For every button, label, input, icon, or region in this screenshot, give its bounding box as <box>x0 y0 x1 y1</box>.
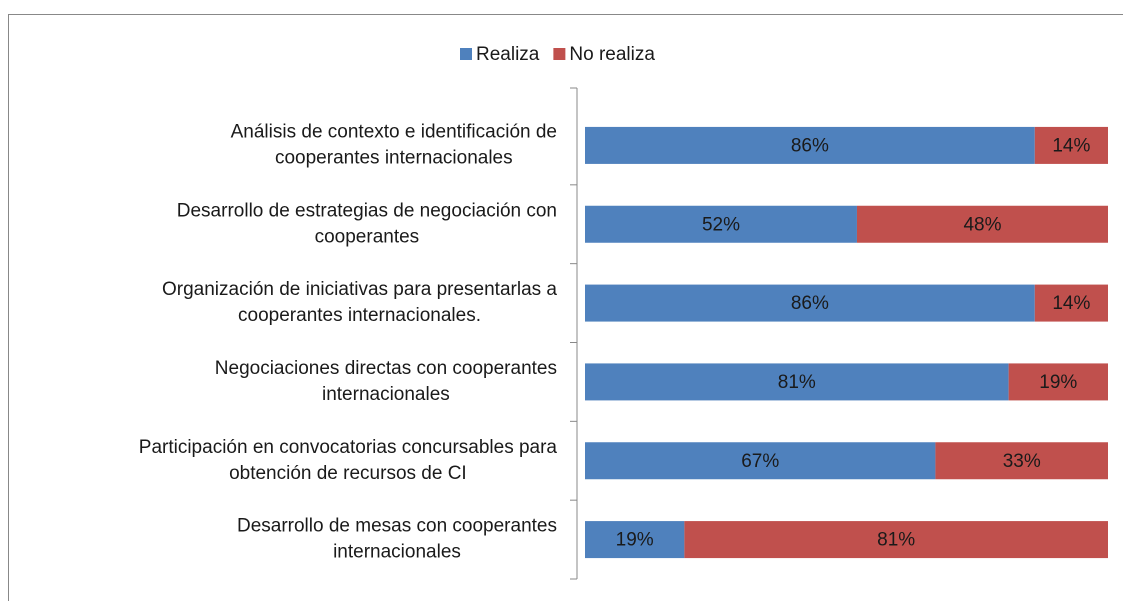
value-label: 86% <box>791 293 829 314</box>
bar-segment <box>684 521 1108 559</box>
bar-segment <box>585 205 857 243</box>
value-label: 19% <box>1039 372 1077 393</box>
category-label: internacionales <box>333 542 461 563</box>
category-label: cooperantes <box>315 226 420 247</box>
value-label: 52% <box>702 214 740 235</box>
value-label: 14% <box>1052 135 1090 156</box>
category-label: internacionales <box>322 384 450 405</box>
value-label: 81% <box>778 372 816 393</box>
bar-segment <box>585 126 1035 164</box>
value-label: 67% <box>741 451 779 472</box>
category-label: Análisis de contexto e identificación de <box>231 121 557 142</box>
value-label: 81% <box>877 530 915 551</box>
category-label: Participación en convocatorias concursab… <box>139 437 558 458</box>
legend-label: Realiza <box>476 44 540 65</box>
category-label: cooperantes internacionales. <box>238 305 481 326</box>
legend-swatch <box>553 48 566 60</box>
category-label: cooperantes internacionales <box>275 147 513 168</box>
bar-segment <box>585 521 685 559</box>
bar-segment <box>585 363 1009 401</box>
bar-segment <box>856 205 1108 243</box>
legend-swatch <box>460 48 472 60</box>
category-label: Negociaciones directas con cooperantes <box>215 358 557 379</box>
category-label: obtención de recursos de CI <box>229 463 467 484</box>
category-label: Organización de iniciativas para present… <box>162 279 557 300</box>
bar-segment <box>1034 284 1108 322</box>
legend-label: No realiza <box>569 44 655 65</box>
bar-segment <box>1034 126 1108 164</box>
bar-segment <box>935 442 1108 480</box>
value-label: 86% <box>791 135 829 156</box>
bar-segment <box>585 442 936 480</box>
bar-segment <box>1008 363 1108 401</box>
value-label: 48% <box>963 214 1001 235</box>
value-label: 19% <box>616 530 654 551</box>
category-label: Desarrollo de estrategias de negociación… <box>177 200 557 221</box>
value-label: 14% <box>1052 293 1090 314</box>
value-label: 33% <box>1003 451 1041 472</box>
bar-segment <box>585 284 1035 322</box>
category-label: Desarrollo de mesas con cooperantes <box>237 516 557 537</box>
